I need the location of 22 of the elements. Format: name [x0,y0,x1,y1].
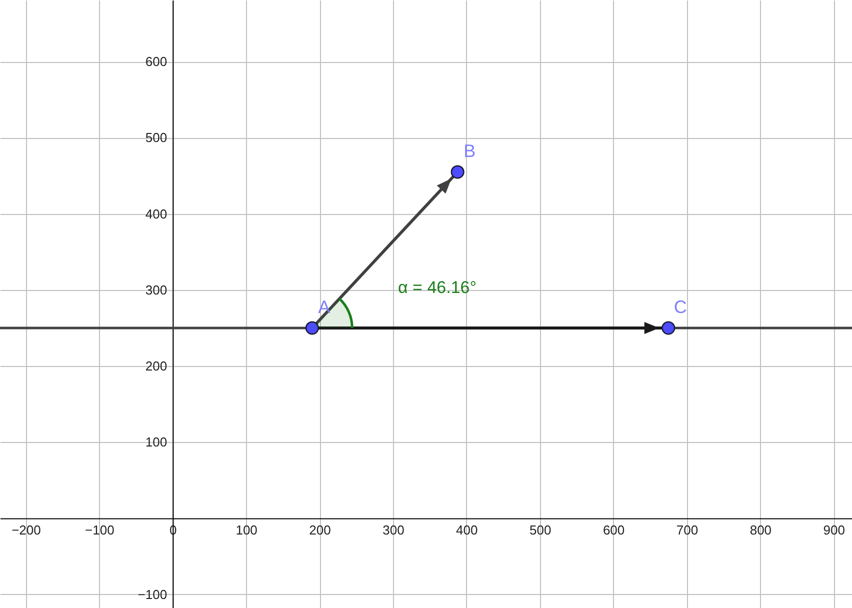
annotation: α = 46.16° [398,278,477,297]
series-label: C [674,296,687,317]
y-tick-label: 600 [145,54,168,70]
x-tick-label: 100 [236,522,258,538]
x-tick-label: 900 [823,522,845,538]
x-tick-label: 200 [309,522,331,538]
x-tick-label: 700 [676,522,698,538]
x-tick-label: 300 [382,522,404,538]
series-label: A [318,296,330,317]
x-tick-label: 400 [456,522,478,538]
y-tick-label: −100 [138,586,168,602]
y-tick-label: 200 [145,358,168,374]
y-tick-label: 500 [145,130,168,146]
x-tick-label: 600 [602,522,625,538]
x-tick-label: −200 [12,522,41,538]
y-tick-label: 300 [145,282,168,298]
x-tick-label: −100 [85,522,114,538]
x-tick-label: 800 [750,522,772,538]
x-tick-label: 500 [529,522,552,538]
series-label: B [464,140,476,161]
y-tick-label: 400 [145,206,168,222]
y-tick-label: 100 [145,434,168,450]
